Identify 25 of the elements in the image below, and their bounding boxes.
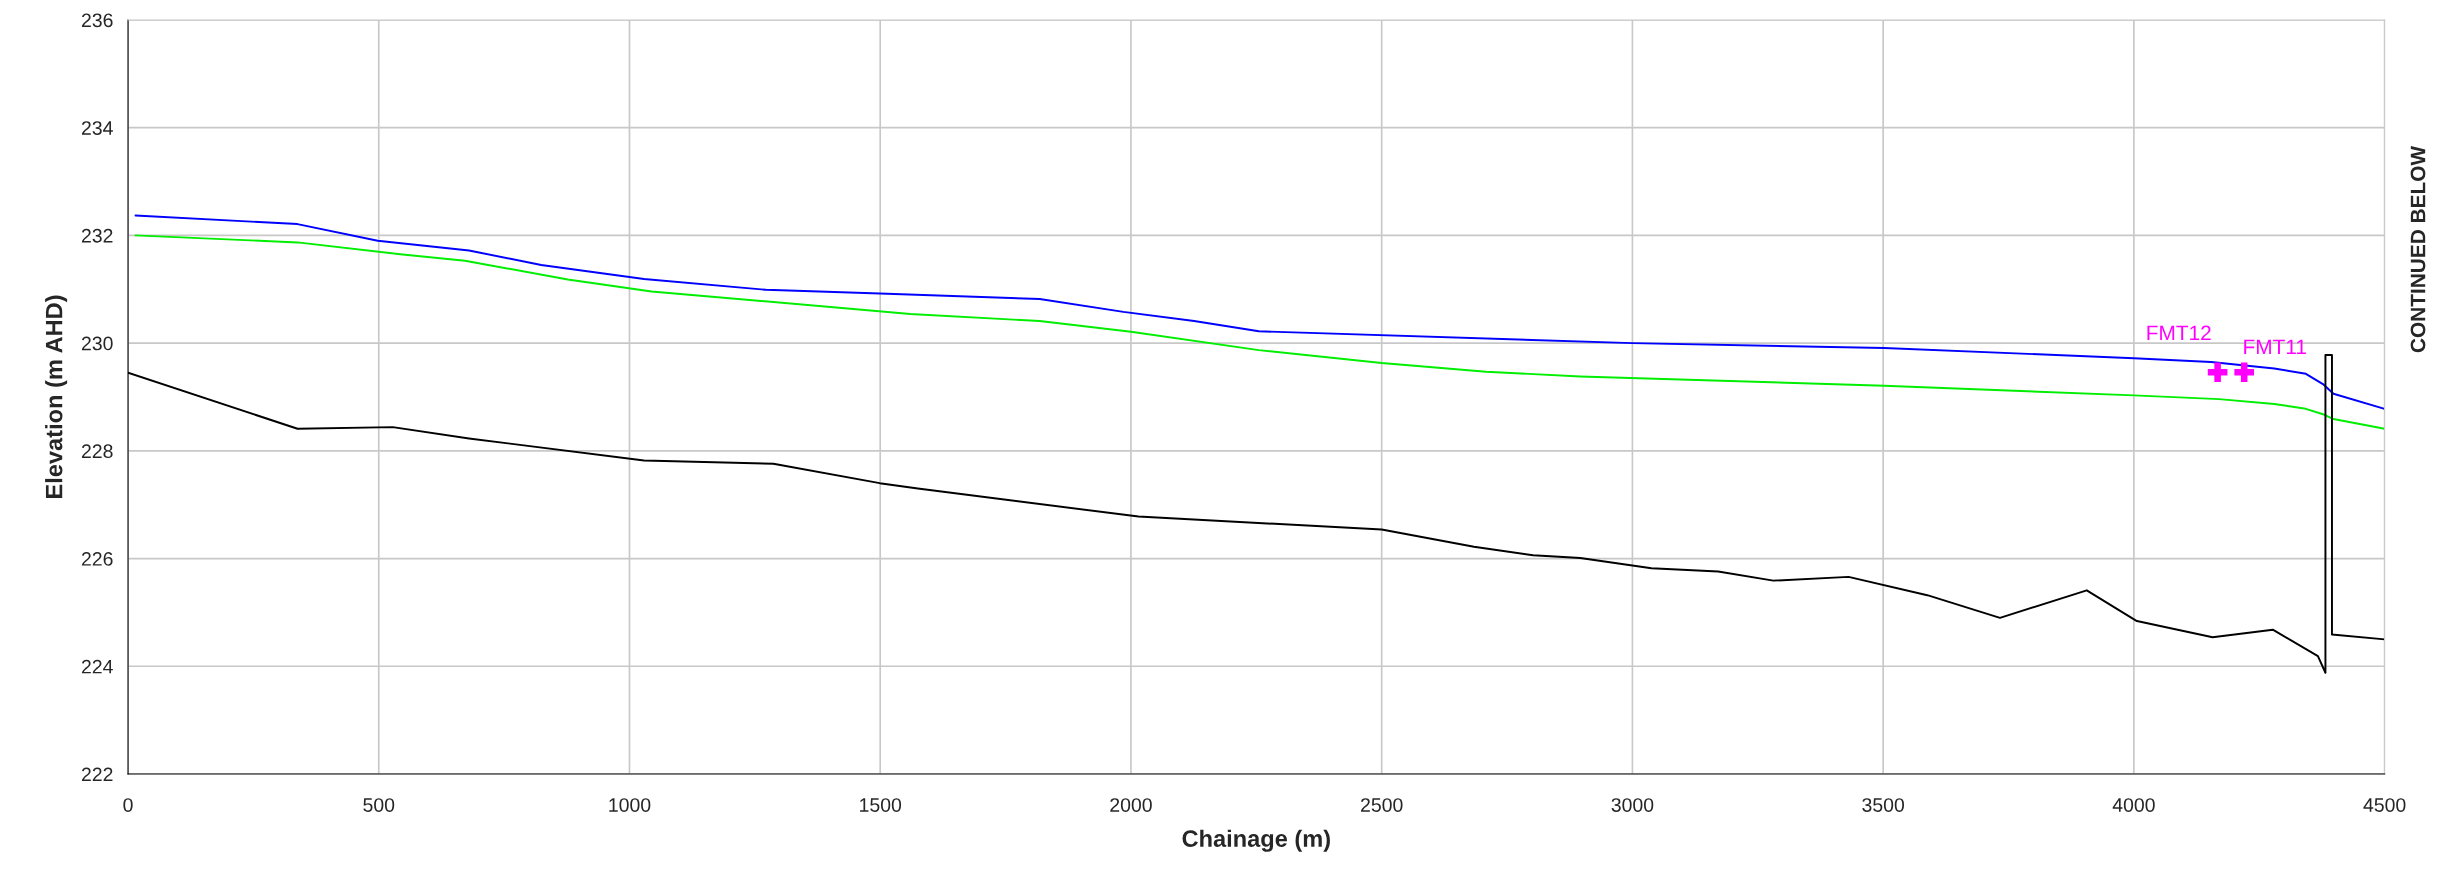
- y-tick-label: 222: [81, 767, 113, 782]
- x-tick-label: 2500: [1361, 798, 1403, 812]
- x-tick-label: 3000: [1611, 798, 1654, 812]
- y-tick-label: 224: [81, 659, 113, 674]
- x-tick-label: 1500: [860, 798, 902, 812]
- x-tick-label: 0: [123, 798, 133, 812]
- text: CONTINUED BELOW: [2410, 145, 2426, 353]
- y-tick-label: 232: [81, 228, 113, 243]
- y-tick-label: 226: [81, 552, 113, 566]
- y-tick-label: 230: [81, 336, 113, 351]
- x-tick-label: 500: [363, 798, 395, 812]
- x-tick-label: 4000: [2112, 798, 2155, 812]
- line-series: [134, 234, 2385, 430]
- x-tick-label: 2000: [1110, 798, 1152, 812]
- y-tick-label: 236: [81, 13, 113, 28]
- x-axis-title: Chainage (m): [1182, 829, 1330, 852]
- x-tick-label: 1000: [609, 798, 651, 812]
- annotation: FMT12: [2147, 325, 2211, 341]
- y-axis-title: Elevation (m AHD): [45, 295, 68, 498]
- annotation: FMT11: [2244, 339, 2306, 354]
- x-tick-label: 4500: [2363, 798, 2406, 812]
- y-tick-label: 234: [81, 121, 113, 135]
- x-tick-label: 3500: [1862, 798, 1905, 812]
- line-series: [134, 214, 2385, 410]
- y-tick-label: 228: [81, 444, 113, 459]
